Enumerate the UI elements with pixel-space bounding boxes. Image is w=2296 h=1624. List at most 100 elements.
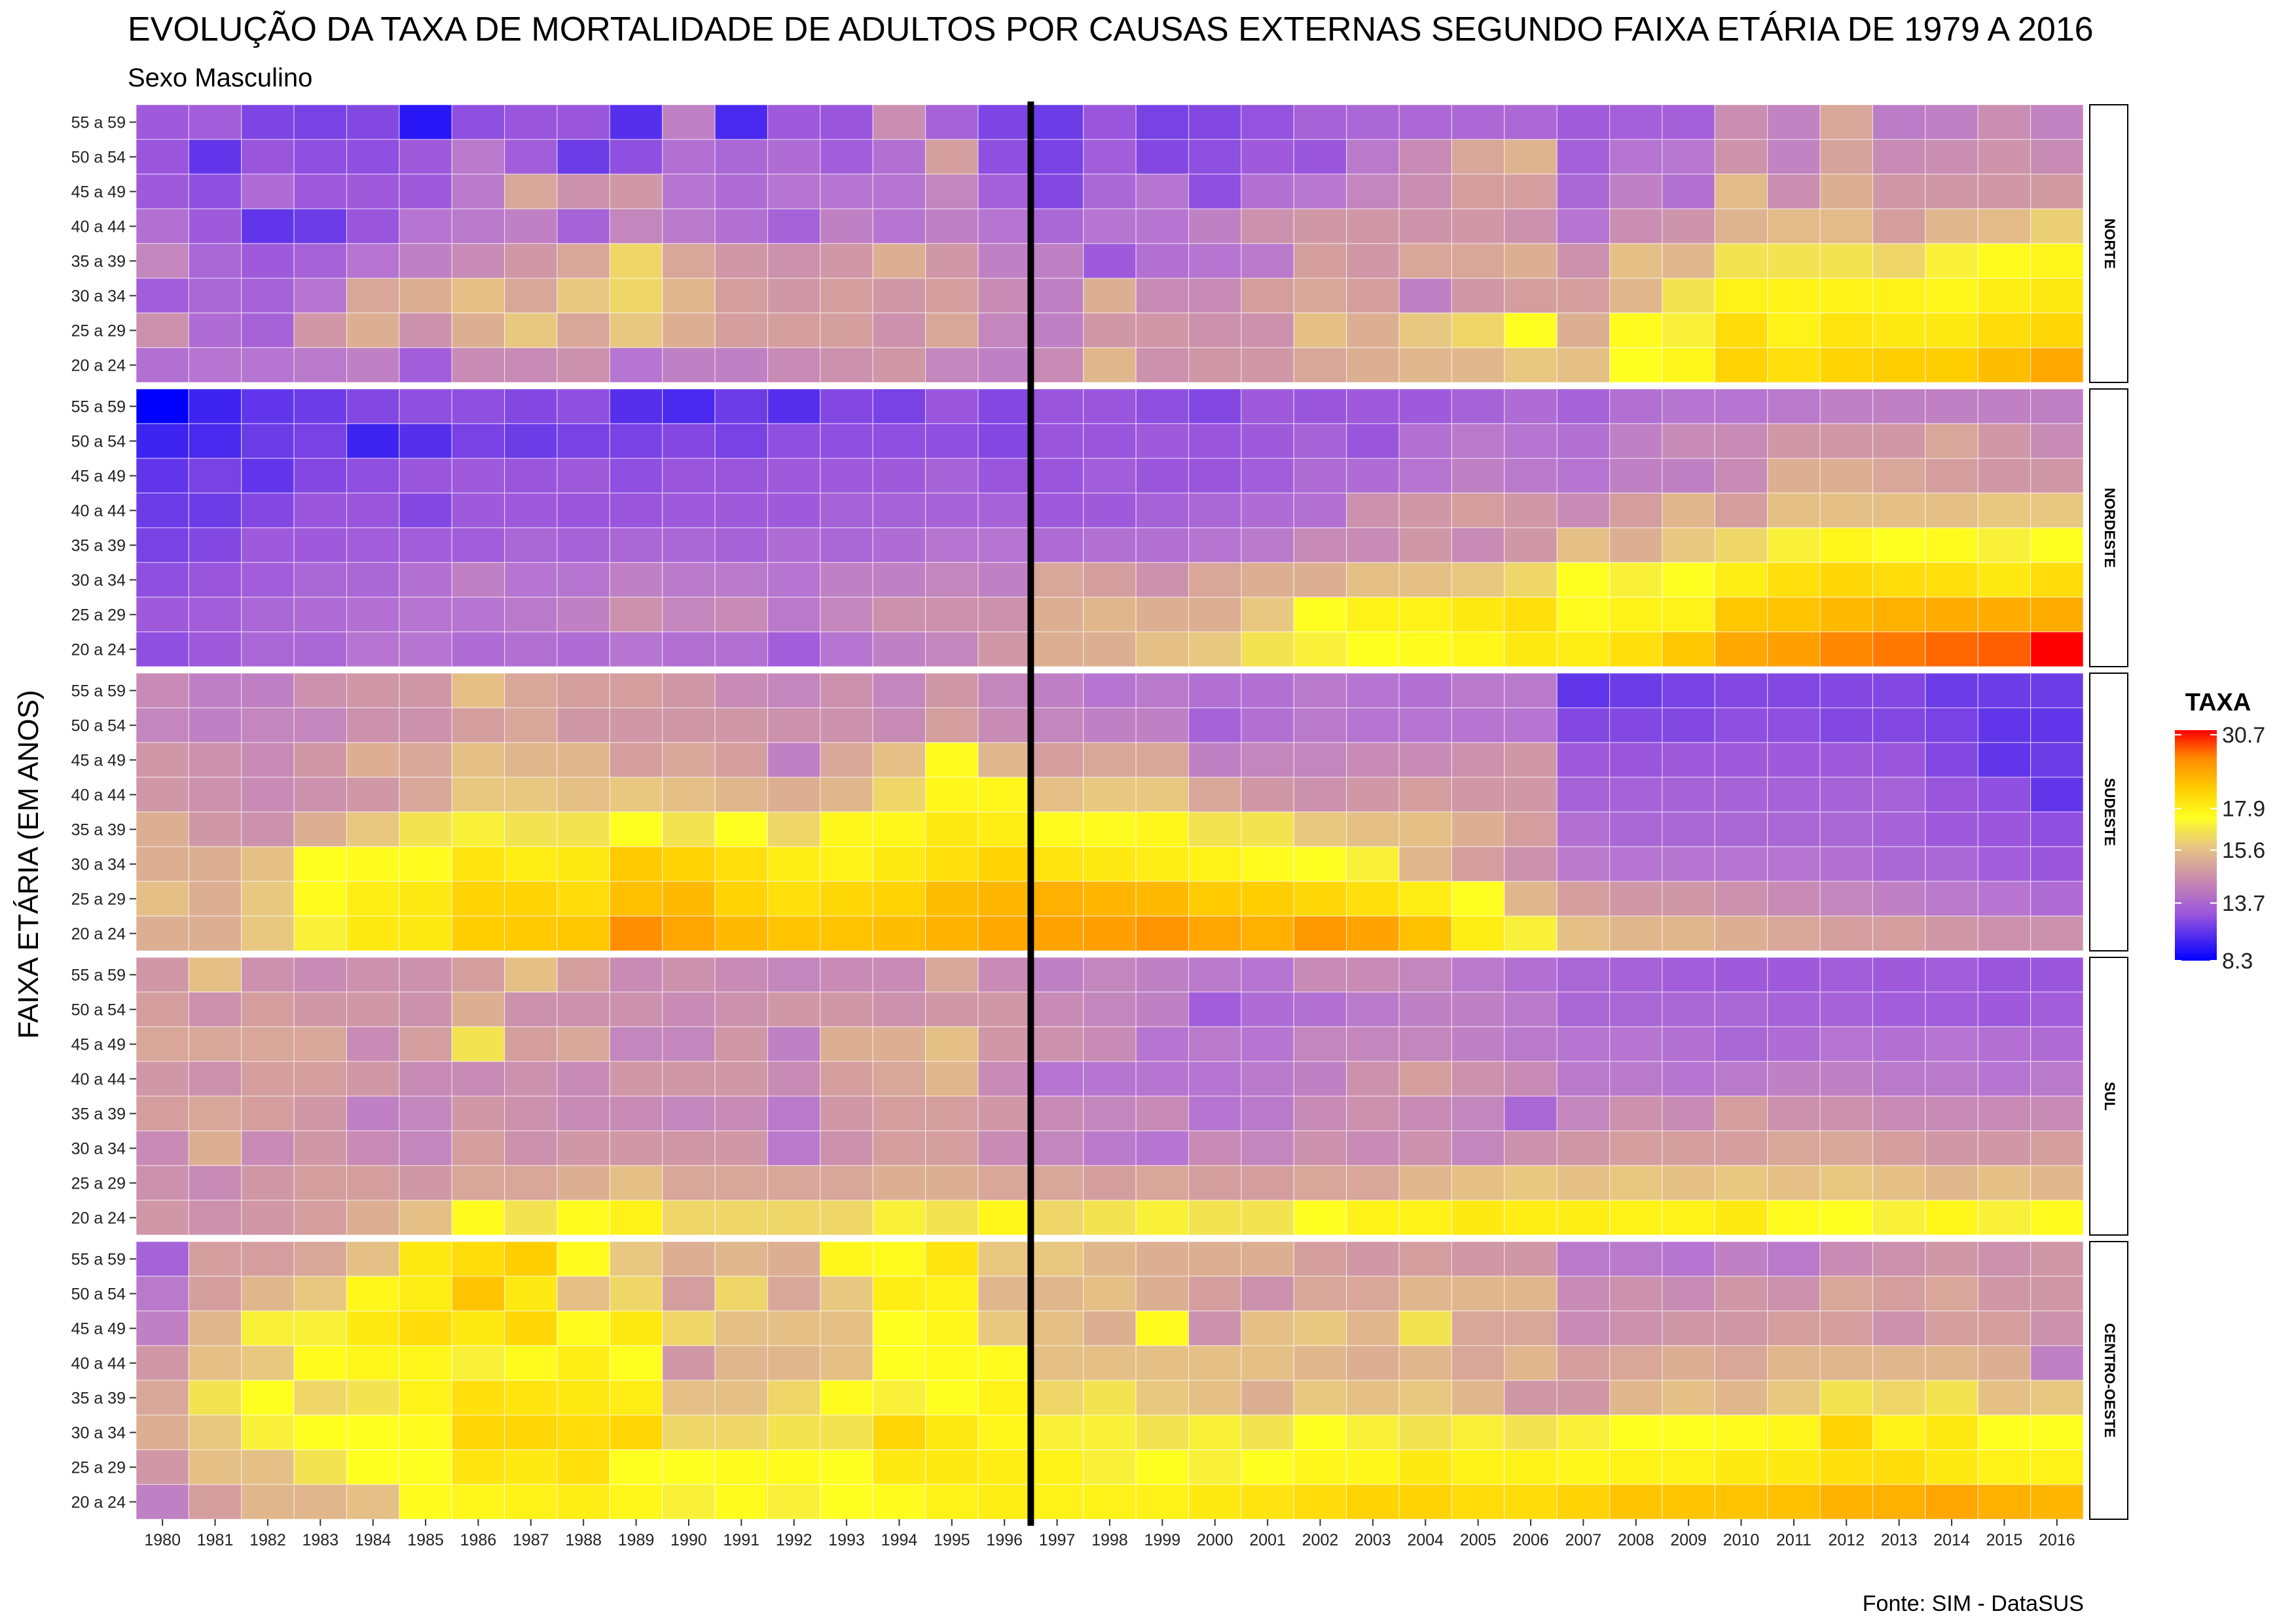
heatmap-cell [1714,597,1768,633]
heatmap-cell [714,991,769,1027]
heatmap-cell [346,243,400,279]
heatmap-cell [1925,673,1978,709]
heatmap-cell [293,278,348,314]
heatmap-cell [1188,1380,1242,1416]
heatmap-cell [1398,777,1453,813]
heatmap-cell [977,1061,1032,1097]
heatmap-cell [1083,846,1137,882]
heatmap-cell [504,1276,558,1312]
heatmap-cell [714,631,769,667]
heatmap-cell [293,991,348,1027]
heatmap-cell [925,777,979,813]
heatmap-cell [1451,742,1505,778]
heatmap-cell [1767,631,1821,667]
heatmap-cell [1767,707,1821,743]
heatmap-cell [346,208,400,244]
heatmap-cell [1030,208,1084,244]
heatmap-cell [293,312,348,348]
heatmap-cell [1925,811,1978,847]
heatmap-cell [1556,742,1611,778]
heatmap-cell [1819,991,1874,1027]
heatmap-cell [1767,1484,1821,1520]
heatmap-cell [293,562,348,598]
heatmap-cell [1925,104,1978,140]
heatmap-cell [1609,139,1663,175]
heatmap-cell [872,347,926,383]
heatmap-cell [714,492,769,528]
heatmap-cell [1977,1484,2032,1520]
heatmap-cell [1346,1345,1400,1381]
heatmap-cell [1767,991,1821,1027]
heatmap-cell [977,104,1032,140]
heatmap-cell [1083,957,1137,993]
y-tick-label: 50 a 54 [71,1001,126,1020]
heatmap-cell [451,957,505,993]
heatmap-cell [1662,243,1715,279]
heatmap-cell [241,312,295,348]
y-tick-label: 50 a 54 [71,717,126,735]
heatmap-cell [1714,881,1768,917]
heatmap-cell [1398,1241,1453,1277]
heatmap-cell [1030,1310,1084,1346]
heatmap-cell [767,846,821,882]
heatmap-cell [925,1484,979,1520]
heatmap-cell [609,1449,663,1485]
heatmap-cell [1451,1310,1505,1346]
heatmap-cell [767,742,821,778]
y-tick-label: 25 a 29 [71,1175,126,1193]
heatmap-cell [556,631,611,667]
x-tick-label: 1984 [355,1531,392,1549]
heatmap-cell [820,991,873,1027]
legend-label: 8.3 [2222,949,2253,974]
heatmap-cell [1346,881,1400,917]
heatmap-cell [1819,957,1874,993]
heatmap-cell [399,1061,452,1097]
heatmap-cell [872,1380,926,1416]
heatmap-cell [714,562,769,598]
heatmap-cell [451,811,505,847]
heatmap-cell [556,1241,611,1277]
heatmap-cell [1819,388,1874,424]
heatmap-cell [1504,742,1558,778]
heatmap-cell [662,1484,716,1520]
heatmap-cell [1346,1241,1400,1277]
heatmap-cell [451,1026,505,1062]
heatmap-cell [1767,1345,1821,1381]
heatmap-cell [1609,707,1663,743]
heatmap-cell [1135,562,1190,598]
heatmap-cell [1609,1380,1663,1416]
heatmap-cell [925,1026,979,1062]
heatmap-cell [1504,1380,1558,1416]
heatmap-cell [1398,347,1453,383]
heatmap-cell [1083,1345,1137,1381]
heatmap-cell [1609,1345,1663,1381]
heatmap-cell [399,1484,452,1520]
heatmap-cell [1872,673,1926,709]
y-tick-label: 30 a 34 [71,1140,126,1158]
heatmap-cell [504,597,558,633]
heatmap-cell [1346,1165,1400,1201]
heatmap-cell [1662,1130,1715,1166]
heatmap-cell [241,1414,295,1450]
heatmap-cell [1030,1449,1084,1485]
heatmap-cell [1241,139,1294,175]
heatmap-cell [977,991,1032,1027]
heatmap-cell [1398,1200,1453,1236]
heatmap-cell [1925,846,1978,882]
heatmap-cell [1504,1026,1558,1062]
facet-strip-label: NORTE [2102,219,2118,269]
heatmap-cell [346,562,400,598]
heatmap-cell [714,811,769,847]
heatmap-cell [1346,1380,1400,1416]
heatmap-cell [556,957,611,993]
heatmap-cell [1346,707,1400,743]
heatmap-cell [136,673,189,709]
heatmap-cell [767,1310,821,1346]
heatmap-cell [346,1130,400,1166]
heatmap-cell [820,1026,873,1062]
heatmap-cell [1662,423,1715,459]
y-tick-label: 25 a 29 [71,606,126,625]
heatmap-cell [767,139,821,175]
heatmap-cell [1293,673,1347,709]
heatmap-cell [925,1130,979,1166]
